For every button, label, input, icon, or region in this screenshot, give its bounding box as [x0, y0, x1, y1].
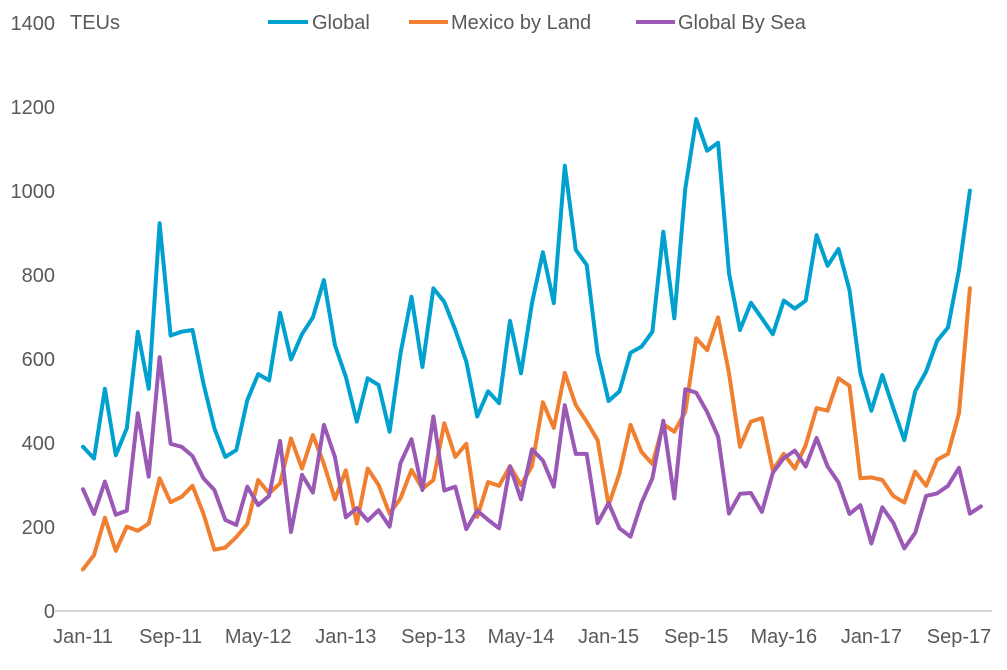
y-tick-label: 400	[22, 433, 55, 455]
x-tick-label: Sep-15	[664, 626, 729, 648]
y-tick-label: 800	[22, 265, 55, 287]
legend-label-global-by-sea: Global By Sea	[678, 12, 807, 34]
x-tick-label: Jan-11	[53, 626, 113, 648]
legend-item-mexico-by-land: Mexico by Land	[409, 12, 591, 34]
legend-item-global-by-sea: Global By Sea	[636, 12, 807, 34]
y-tick-label: 1000	[11, 181, 56, 203]
y-tick-label: 1400	[11, 13, 56, 35]
legend-label-mexico-by-land: Mexico by Land	[451, 12, 591, 34]
y-tick-label: 600	[22, 349, 55, 371]
legend-label-global: Global	[312, 12, 370, 34]
y-axis-ticks: 0 200 400 600 800 1000 1200 1400	[11, 13, 56, 623]
x-tick-label: Jan-15	[578, 626, 639, 648]
y-axis-label: TEUs	[70, 12, 120, 34]
x-tick-label: Jan-13	[315, 626, 376, 648]
series-line-global-by-sea	[81, 355, 983, 551]
x-tick-label: May-14	[488, 626, 555, 648]
legend: Global Mexico by Land Global By Sea	[268, 12, 807, 34]
x-tick-label: May-16	[750, 626, 817, 648]
x-tick-label: May-12	[225, 626, 292, 648]
legend-item-global: Global	[268, 12, 370, 34]
x-axis-ticks: Jan-11 Sep-11 May-12 Jan-13 Sep-13 May-14 Jan-…	[53, 626, 991, 648]
x-tick-label: Sep-11	[139, 626, 202, 648]
y-tick-label: 1200	[11, 97, 56, 119]
x-tick-label: Sep-17	[927, 626, 992, 648]
x-tick-label: Sep-13	[401, 626, 466, 648]
y-tick-label: 200	[22, 517, 55, 539]
series-lines	[81, 117, 983, 572]
x-tick-label: Jan-17	[841, 626, 902, 648]
y-tick-label: 0	[44, 601, 55, 623]
series-line-global	[81, 117, 972, 461]
